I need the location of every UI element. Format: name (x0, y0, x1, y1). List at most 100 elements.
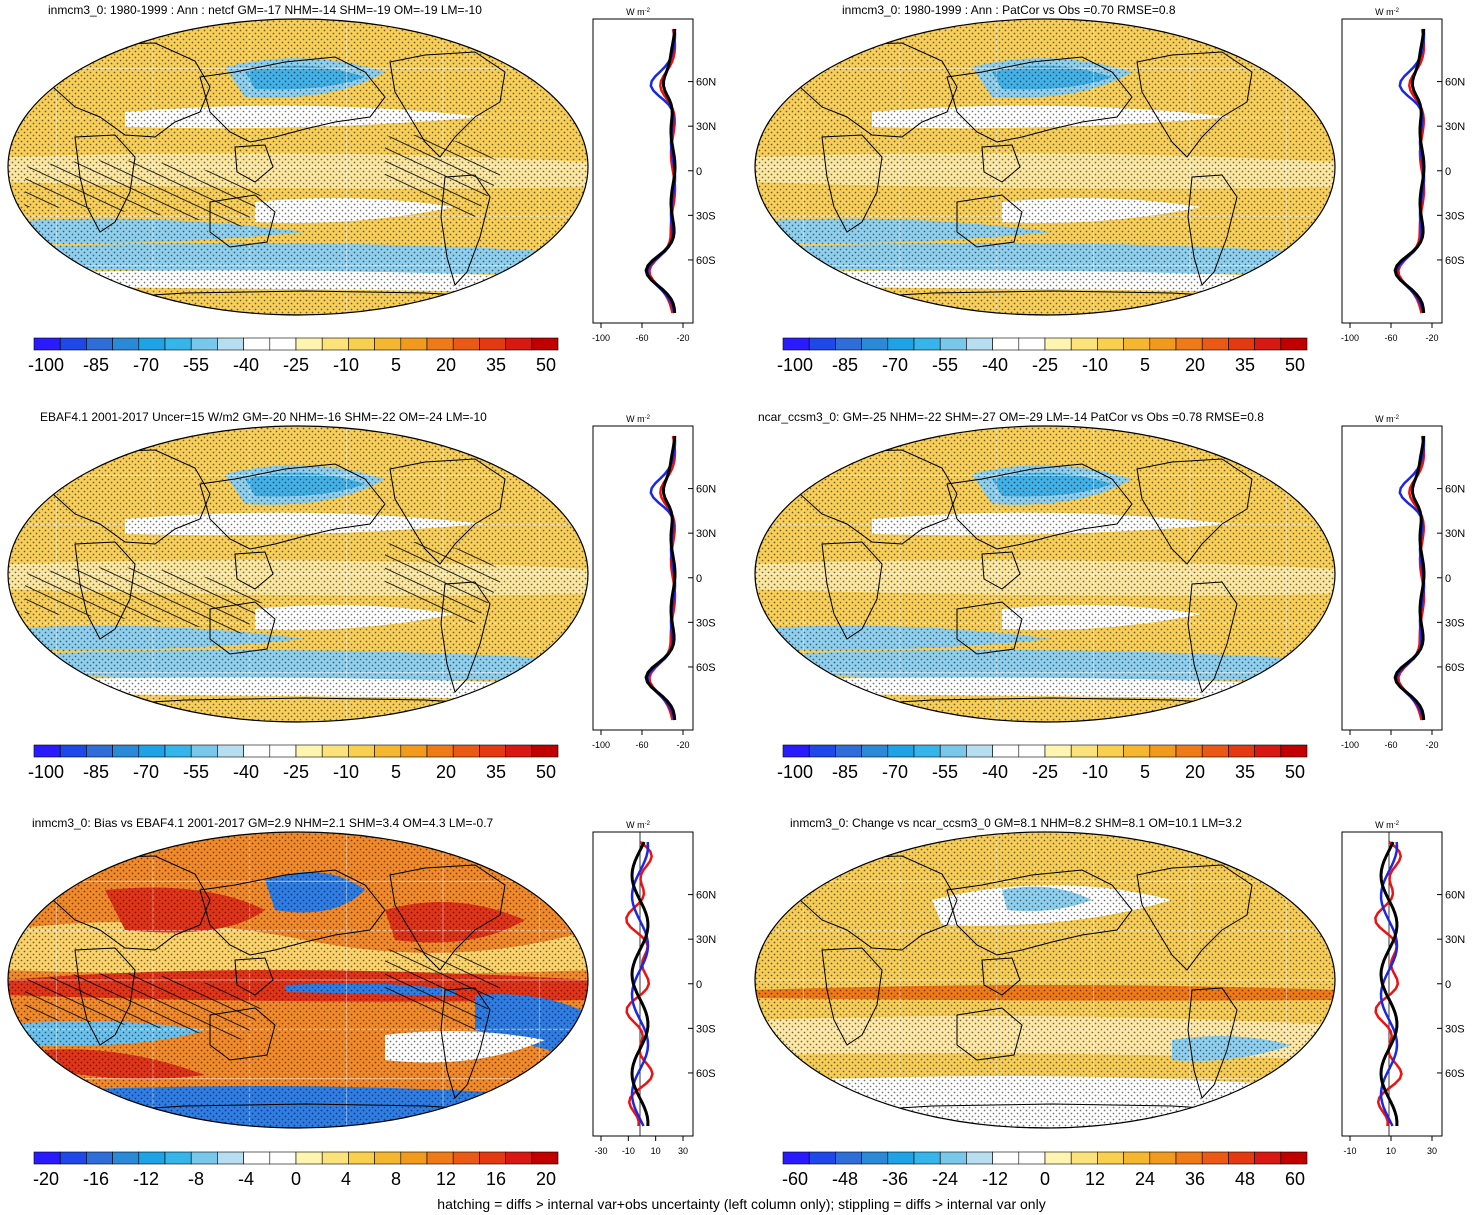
hatching-overlay (25, 160, 265, 227)
colorbar-tick-label: -25 (1031, 355, 1059, 375)
colorbar-tick-label: -70 (132, 355, 160, 375)
colorbar-tick-label: -100 (776, 762, 814, 782)
profile-lat-label: 60S (1445, 1068, 1465, 1080)
colorbar-swatch (1175, 337, 1203, 351)
colorbar-swatch (33, 337, 61, 351)
colorbar-swatch (1123, 744, 1151, 758)
colorbar-swatch (164, 1151, 192, 1165)
colorbar-swatch (1201, 744, 1229, 758)
colorbar-tick-label: -70 (881, 762, 909, 782)
colorbar-tick-label: 20 (435, 355, 457, 375)
colorbar-swatch (321, 1151, 349, 1165)
profile-xtick-label: 10 (1386, 1146, 1396, 1156)
profile-xtick-label: -10 (622, 1146, 635, 1156)
colorbar-swatch (112, 744, 140, 758)
profile-line-blue (646, 28, 677, 314)
colorbar-swatch (217, 1151, 244, 1165)
colorbar-swatch (531, 1151, 559, 1165)
colorbar-tick-label: 4 (340, 1169, 352, 1189)
profile-xtick-label: -60 (635, 333, 648, 343)
profile-lat-label: 0 (1445, 166, 1451, 178)
colorbar-tick-label: 5 (390, 355, 402, 375)
colorbar-swatch (1228, 1151, 1255, 1165)
colorbar-tick-label: 50 (535, 762, 557, 782)
colorbar-tick-label: 48 (1234, 1169, 1256, 1189)
profile-axes (592, 831, 694, 1141)
profile-lat-label: 30S (696, 210, 716, 222)
colorbar-tick-label: 8 (390, 1169, 402, 1189)
profile-lat-label: 60N (696, 484, 716, 496)
colorbar-tick-label: -55 (931, 355, 959, 375)
profile-lat-label: 0 (696, 573, 702, 585)
colorbar-swatch (59, 1151, 87, 1165)
profile-lat-label: 0 (696, 166, 702, 178)
colorbar-labels: -100 -85 -70 -55 -40 -25 -10 5 20 35 50 (777, 355, 1307, 377)
profile-lat-label: 0 (696, 979, 702, 991)
colorbar-swatch (269, 1151, 297, 1165)
profile-lat-label: 30S (1445, 617, 1465, 629)
colorbar-tick-label: -100 (776, 355, 814, 375)
profile-axes (1341, 18, 1443, 328)
colorbar-swatch (452, 744, 480, 758)
colorbar (33, 1151, 559, 1165)
panel-title: ncar_ccsm3_0: GM=-25 NHM=-22 SHM=-27 OM=… (758, 410, 1264, 424)
colorbar-swatch (374, 744, 402, 758)
colorbar-tick-label: 16 (485, 1169, 507, 1189)
map-border (754, 18, 1336, 316)
profile-line-red (648, 28, 677, 314)
colorbar-swatch (1097, 744, 1124, 758)
map-border (7, 425, 589, 723)
colorbar-tick-label: 20 (435, 762, 457, 782)
colorbar-swatch (913, 1151, 941, 1165)
zonal-mean-profile: W m-2 60N 30N 0 30S 60S -10 10 30 (1341, 820, 1465, 1156)
colorbar-swatch (1123, 337, 1151, 351)
colorbar-swatch (243, 337, 271, 351)
colorbar-tick-label: 5 (1139, 355, 1151, 375)
profile-xtick-label: -100 (592, 740, 610, 750)
profile-xtick-label: -20 (1425, 740, 1438, 750)
colorbar-swatch (295, 1151, 323, 1165)
colorbar-tick-label: -85 (831, 355, 859, 375)
profile-xtick-label: -20 (1425, 333, 1438, 343)
colorbar-swatch (374, 337, 402, 351)
colorbar-swatch (913, 337, 941, 351)
colorbar-swatch (1254, 1151, 1282, 1165)
profile-line-black (644, 435, 677, 721)
profile-xtick-label: -60 (1384, 740, 1397, 750)
profile-lat-label: 60N (1445, 77, 1465, 89)
colorbar-swatch (1228, 337, 1255, 351)
profile-xtick-label: -10 (1343, 1146, 1356, 1156)
map-border (754, 425, 1336, 723)
profile-lat-label: 60S (1445, 662, 1465, 674)
hatching-overlay (25, 973, 265, 1040)
colorbar-tick-label: -24 (931, 1169, 959, 1189)
colorbar-swatch (321, 744, 349, 758)
map-border (7, 831, 589, 1129)
colorbar-tick-label: 50 (1284, 762, 1306, 782)
footer-note: hatching = diffs > internal var+obs unce… (437, 1196, 1046, 1212)
colorbar-swatch (966, 744, 993, 758)
colorbar-swatch (426, 1151, 454, 1165)
profile-line-red (625, 841, 654, 1127)
colorbar-swatch (505, 744, 533, 758)
profile-xtick-label: -60 (635, 740, 648, 750)
profile-line-red (1397, 28, 1426, 314)
profile-xtick-label: -30 (594, 1146, 607, 1156)
colorbar-labels: -20 -16 -12 -8 -4 0 4 8 12 16 20 (33, 1169, 558, 1191)
colorbar-tick-label: -40 (981, 355, 1009, 375)
colorbar-swatch (295, 744, 323, 758)
colorbar-tick-label: -85 (831, 762, 859, 782)
profile-lat-label: 60N (1445, 484, 1465, 496)
colorbar-labels: -100 -85 -70 -55 -40 -25 -10 5 20 35 50 (28, 355, 558, 377)
colorbar-swatch (1070, 337, 1098, 351)
profile-xtick-label: 30 (1427, 1146, 1437, 1156)
colorbar-swatch (782, 744, 810, 758)
colorbar-swatch (452, 337, 480, 351)
stippling-overlay (755, 426, 1335, 722)
colorbar-swatch (939, 744, 967, 758)
zonal-mean-profile: W m-2 60N 30N 0 30S 60S -100 -60 -20 (592, 414, 716, 750)
colorbar-swatch (887, 744, 915, 758)
hatching-overlay (385, 135, 505, 217)
profile-unit-label: W m-2 (626, 7, 650, 17)
colorbar-swatch (531, 337, 559, 351)
